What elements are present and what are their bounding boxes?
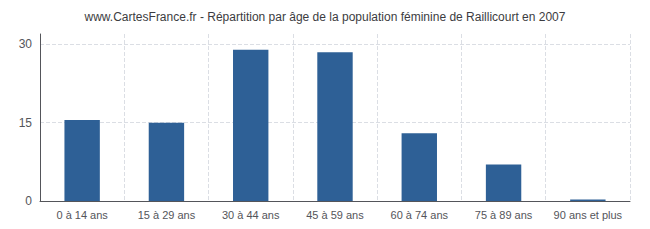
svg-text:60 à 74 ans: 60 à 74 ans [391,209,449,221]
svg-text:75 à 89 ans: 75 à 89 ans [475,209,533,221]
svg-text:www.CartesFrance.fr - Répartit: www.CartesFrance.fr - Répartition par âg… [84,10,566,24]
svg-text:15 à 29 ans: 15 à 29 ans [138,209,196,221]
svg-text:0 à 14 ans: 0 à 14 ans [56,209,108,221]
svg-text:0: 0 [25,194,32,208]
svg-text:15: 15 [19,116,33,130]
svg-text:90 ans et plus: 90 ans et plus [554,209,623,221]
svg-text:30: 30 [19,37,33,51]
svg-text:45 à 59 ans: 45 à 59 ans [306,209,364,221]
svg-text:30 à 44 ans: 30 à 44 ans [222,209,280,221]
